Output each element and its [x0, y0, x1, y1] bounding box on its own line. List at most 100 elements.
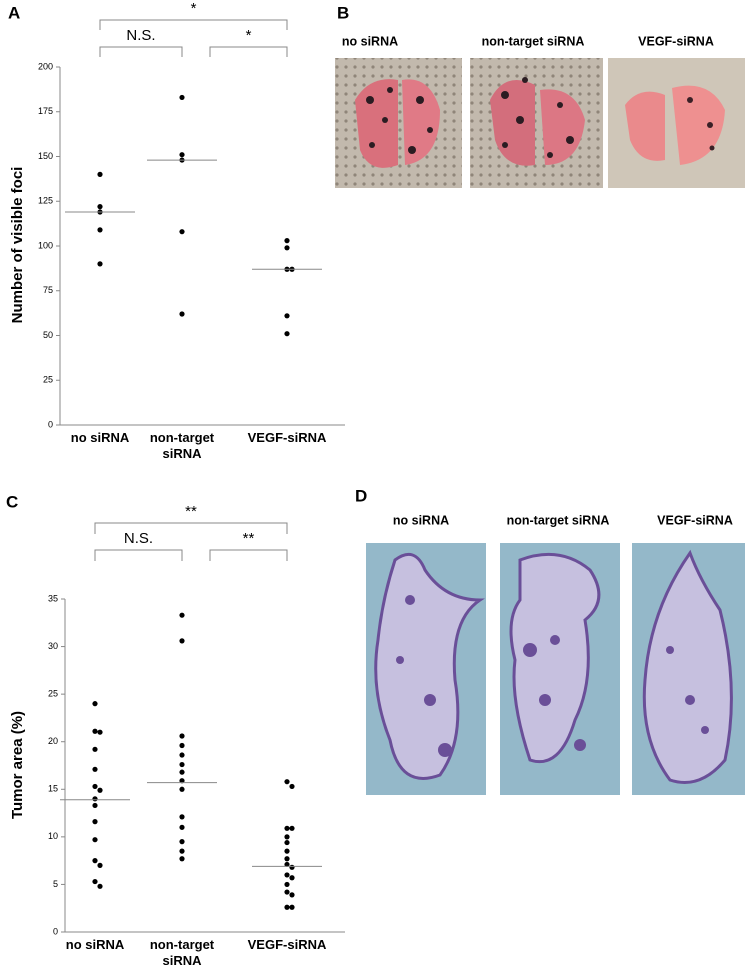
significance-label: N.S.	[126, 27, 155, 44]
x-tick-label: VEGF-siRNA	[247, 430, 327, 445]
data-point	[289, 825, 295, 831]
photo-caption: VEGF-siRNA	[657, 513, 733, 527]
significance-label: *	[246, 27, 252, 44]
data-point	[179, 229, 185, 235]
y-tick-label: 150	[38, 151, 53, 161]
data-point	[179, 839, 185, 845]
data-point	[284, 238, 290, 244]
x-tick-label: non-target siRNA	[149, 430, 215, 461]
significance-bracket	[209, 549, 288, 561]
data-point	[92, 802, 98, 809]
significance-label: **	[243, 530, 255, 547]
data-point	[284, 825, 290, 831]
data-point	[179, 761, 185, 768]
significance-bracket	[99, 46, 183, 57]
data-point	[179, 778, 185, 784]
data-point	[289, 864, 295, 870]
y-tick-label: 125	[38, 196, 53, 206]
data-point	[97, 261, 103, 267]
data-point	[92, 796, 98, 802]
significance-label: *	[191, 0, 197, 17]
data-point	[284, 904, 290, 910]
data-point	[179, 814, 185, 820]
data-point	[284, 834, 290, 840]
data-point	[92, 858, 98, 864]
data-point	[92, 783, 98, 790]
significance-bracket	[209, 46, 288, 57]
data-point	[92, 701, 98, 707]
data-point	[92, 746, 98, 752]
x-tick-label: no siRNA	[70, 430, 130, 445]
data-point	[289, 892, 295, 898]
data-point	[179, 752, 185, 758]
y-tick-label: 100	[38, 240, 53, 250]
significance-label: **	[185, 503, 197, 520]
y-tick-label: 20	[48, 736, 58, 746]
y-tick-label: 35	[48, 593, 58, 603]
y-tick-label: 30	[48, 641, 58, 651]
data-point	[179, 152, 185, 158]
data-point	[179, 612, 185, 618]
data-point	[289, 783, 295, 790]
photo-b1	[335, 58, 462, 188]
x-tick-label: non-target siRNA	[149, 937, 215, 968]
y-tick-label: 15	[48, 784, 58, 794]
photo-caption: non-target siRNA	[507, 513, 610, 527]
x-tick-label: VEGF-siRNA	[247, 937, 327, 952]
y-tick-label: 75	[43, 285, 53, 295]
photo-b2	[470, 58, 603, 188]
data-point	[97, 883, 103, 889]
data-point	[97, 862, 103, 869]
data-point	[284, 872, 290, 878]
data-point	[179, 94, 185, 101]
photo-caption: non-target siRNA	[482, 34, 585, 48]
data-point	[92, 766, 98, 772]
y-tick-label: 0	[48, 419, 53, 429]
photo-d1	[366, 543, 486, 795]
data-point	[179, 742, 185, 749]
significance-bracket	[94, 522, 288, 534]
x-tick-label: no siRNA	[65, 937, 125, 952]
data-point	[289, 904, 295, 910]
data-point	[92, 878, 98, 885]
significance-bracket	[99, 19, 288, 30]
data-point	[284, 839, 290, 846]
data-point	[284, 779, 290, 785]
y-tick-label: 0	[53, 926, 58, 936]
data-point	[284, 861, 290, 868]
significance-label: N.S.	[124, 530, 153, 547]
data-point	[179, 769, 185, 775]
photo-caption: no siRNA	[342, 34, 398, 48]
data-point	[97, 227, 103, 233]
data-point	[97, 787, 103, 793]
data-point	[289, 875, 295, 881]
panel-letter: A	[8, 3, 20, 22]
photo-b3	[608, 58, 745, 188]
data-point	[179, 856, 185, 862]
data-point	[179, 824, 185, 830]
y-tick-label: 200	[38, 61, 53, 71]
panel-letter: D	[355, 486, 367, 505]
y-tick-label: 5	[53, 879, 58, 889]
data-point	[97, 204, 103, 210]
data-point	[179, 638, 185, 644]
data-point	[284, 313, 290, 319]
data-point	[179, 848, 185, 854]
data-point	[92, 819, 98, 825]
data-point	[284, 331, 290, 337]
y-tick-label: 10	[48, 831, 58, 841]
data-point	[92, 728, 98, 734]
data-point	[284, 889, 290, 895]
data-point	[284, 245, 290, 251]
data-point	[97, 171, 103, 177]
data-point	[284, 856, 290, 862]
data-point	[284, 881, 290, 888]
data-point	[97, 729, 103, 735]
data-point	[179, 311, 185, 317]
significance-bracket	[94, 549, 183, 561]
y-tick-label: 175	[38, 106, 53, 116]
y-axis-label: Number of visible foci	[9, 167, 26, 324]
photo-d3	[632, 543, 745, 795]
y-tick-label: 50	[43, 330, 53, 340]
